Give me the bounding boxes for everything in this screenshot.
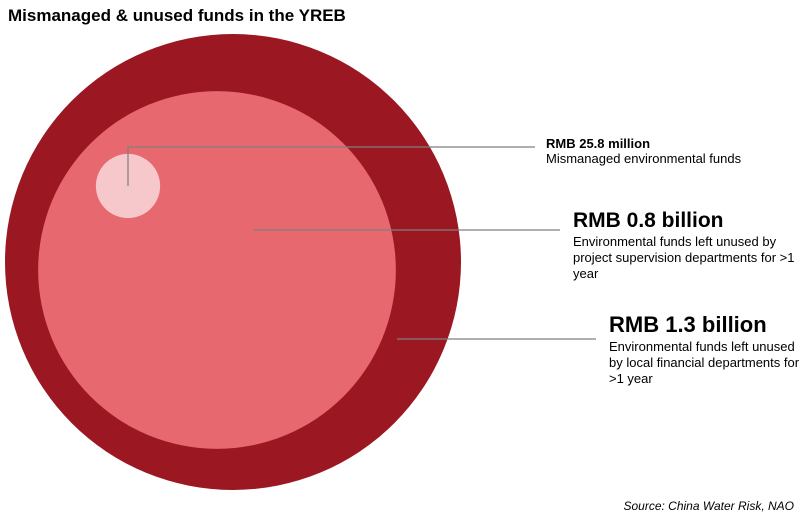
annotation-local-financial: RMB 1.3 billion Environmental funds left…: [609, 311, 809, 387]
annotation-mismanaged: RMB 25.8 million Mismanaged environmenta…: [546, 136, 746, 167]
annotation-amount: RMB 25.8 million: [546, 136, 651, 151]
leader-line: [127, 146, 535, 186]
annotation-amount: RMB 0.8 billion: [573, 209, 724, 232]
annotation-description: Environmental funds left unused by proje…: [573, 234, 795, 281]
annotation-description: Environmental funds left unused by local…: [609, 339, 800, 386]
chart-title: Mismanaged & unused funds in the YREB: [8, 6, 346, 25]
bubble-project-supervision: [38, 91, 396, 449]
annotation-description: Mismanaged environmental funds: [546, 151, 742, 166]
annotation-project-supervision: RMB 0.8 billion Environmental funds left…: [573, 208, 798, 282]
source-note: Source: China Water Risk, NAO: [623, 499, 794, 513]
annotation-amount: RMB 1.3 billion: [609, 312, 767, 337]
